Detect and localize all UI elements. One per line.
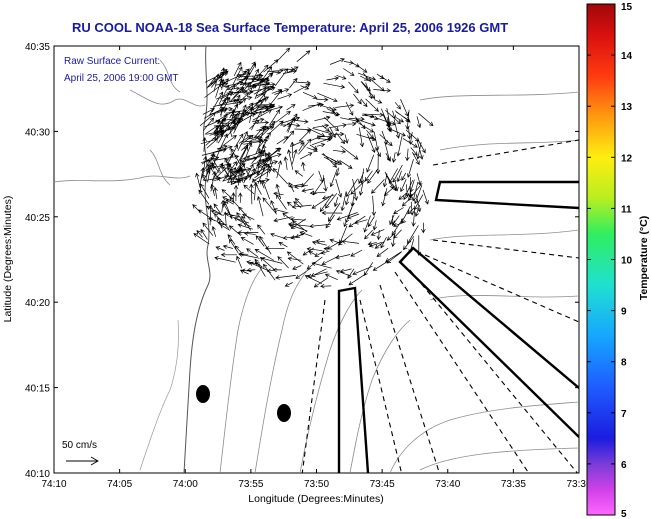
colorbar-ticks: 5 6 7 8 9 10 11 12 13 14 15 (587, 2, 633, 519)
station-marker (277, 404, 291, 422)
colorbar-tick-label: 12 (621, 153, 633, 164)
current-vectors (192, 47, 434, 289)
x-tick-label: 74:10 (41, 479, 66, 490)
annotation-line2: April 25, 2006 19:00 GMT (64, 73, 179, 84)
x-tick-label: 73:40 (435, 479, 460, 490)
colorbar-tick-label: 9 (621, 307, 627, 318)
y-tick-label: 40:10 (25, 469, 50, 480)
y-tick-label: 40:30 (25, 127, 50, 138)
colorbar (586, 3, 616, 516)
colorbar-tick-label: 15 (621, 2, 633, 13)
x-tick-label: 73:30 (566, 479, 591, 490)
x-tick-label: 73:35 (501, 479, 526, 490)
colorbar-tick-label: 10 (621, 256, 633, 267)
x-tick-label: 73:45 (370, 479, 395, 490)
plot-frame (53, 45, 580, 474)
colorbar-tick-label: 14 (621, 51, 633, 62)
sector-outlines (337, 180, 579, 473)
colorbar-tick-label: 7 (621, 409, 627, 420)
scale-arrow (66, 456, 99, 466)
y-tick-label: 40:20 (25, 298, 50, 309)
bathymetry-contours (54, 59, 579, 473)
map-title-text: RU COOL NOAA-18 Sea Surface Temperature:… (72, 20, 509, 35)
y-tick-label: 40:15 (25, 384, 50, 395)
x-axis-label: Longitude (Degrees:Minutes) (248, 493, 383, 505)
x-tick-label: 73:50 (304, 479, 329, 490)
colorbar-tick-label: 5 (621, 509, 627, 519)
colorbar-tick-label: 8 (621, 358, 627, 369)
radial-lines (301, 139, 579, 473)
colorbar-label: Temperature (°C) (638, 216, 650, 301)
x-axis-ticks: 74:10 74:05 74:00 73:55 73:50 73:45 73:40 73:35… (41, 46, 592, 490)
station-marker (196, 385, 210, 403)
x-tick-label: 74:00 (173, 479, 198, 490)
colorbar-tick-label: 13 (621, 102, 633, 113)
colorbar-tick-label: 11 (621, 204, 632, 215)
inland-contour (139, 319, 179, 471)
current-vector-field (192, 47, 434, 289)
scale-label: 50 cm/s (62, 440, 97, 451)
x-tick-label: 73:55 (238, 479, 263, 490)
annotation-line1: Raw Surface Current: (64, 56, 160, 67)
y-axis-label: Latitude (Degrees:Minutes) (2, 196, 14, 323)
x-tick-label: 74:05 (107, 479, 132, 490)
y-tick-label: 40:25 (25, 213, 50, 224)
y-tick-label: 40:35 (25, 42, 50, 53)
coastline (183, 46, 211, 473)
y-axis-ticks: 40:10 40:15 40:20 40:25 40:30 40:35 (25, 42, 579, 480)
colorbar-tick-label: 6 (621, 460, 627, 471)
